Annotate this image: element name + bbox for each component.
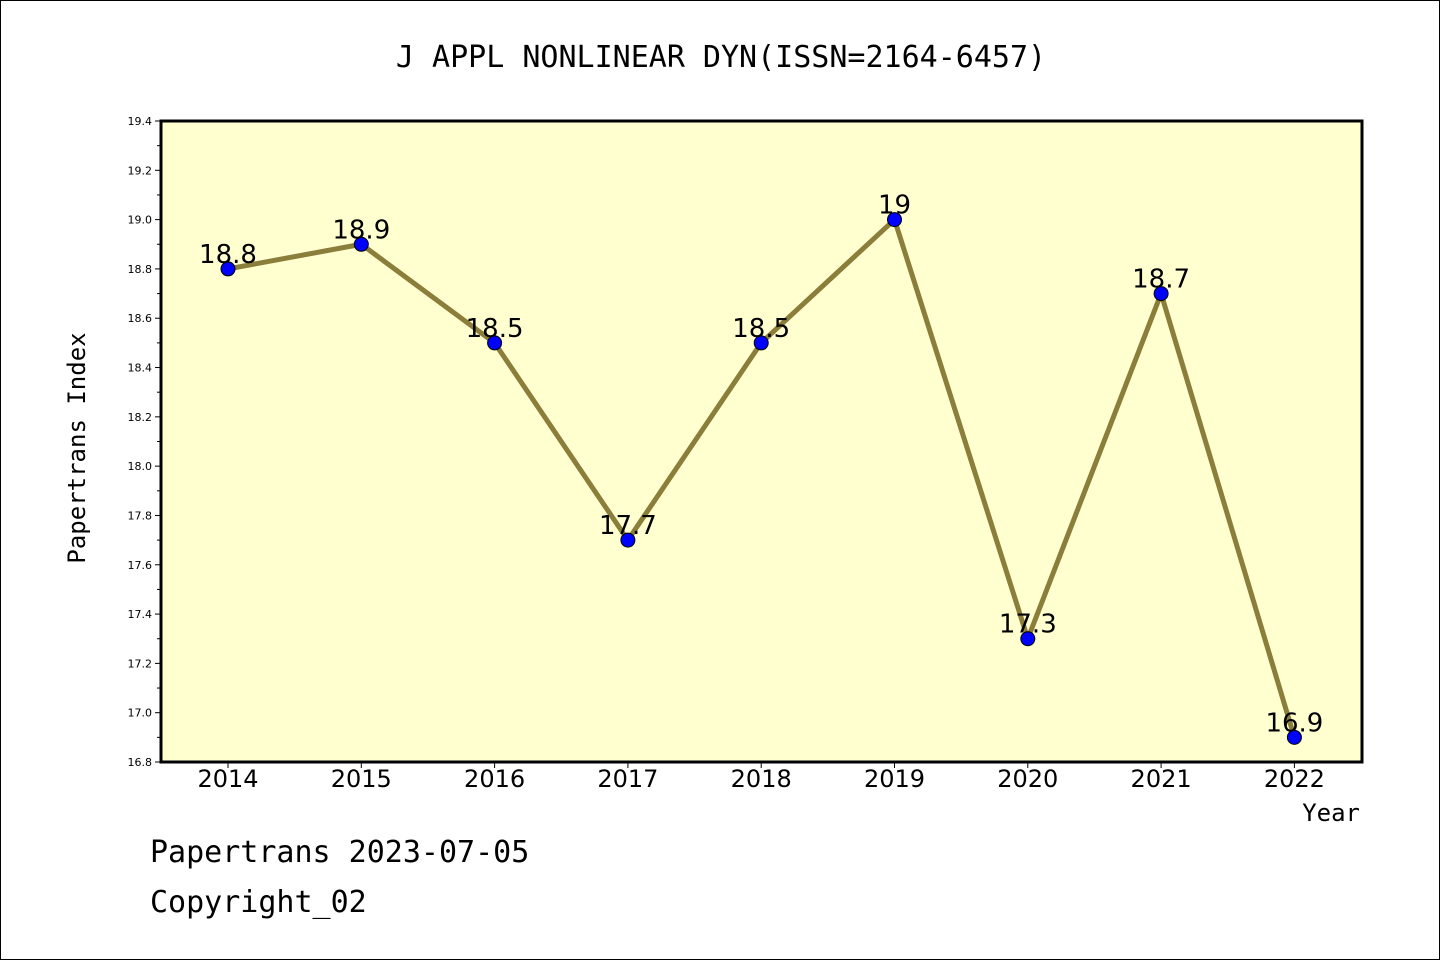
data-label: 18.8 <box>199 240 257 270</box>
x-tick-label: 2020 <box>997 765 1058 793</box>
x-axis-label: Year <box>1302 799 1360 827</box>
y-tick-label: 18.8 <box>128 263 153 276</box>
y-tick-label: 18.2 <box>128 411 153 424</box>
y-tick-label: 18.6 <box>128 312 153 325</box>
y-tick-label: 17.6 <box>128 559 153 572</box>
x-tick-label: 2019 <box>864 765 925 793</box>
data-point-marker <box>1153 286 1169 302</box>
data-label: 17.7 <box>599 511 657 541</box>
data-point-marker <box>220 261 236 277</box>
plot-area <box>159 119 1364 764</box>
x-tick-label: 2021 <box>1131 765 1192 793</box>
data-label: 18.5 <box>466 314 524 344</box>
y-axis-label: Papertrans Index <box>63 332 91 563</box>
x-tick-label: 2014 <box>197 765 258 793</box>
footer-copyright: Copyright_02 <box>150 885 367 920</box>
data-label: 18.9 <box>332 215 390 245</box>
y-tick-label: 17.2 <box>128 657 153 670</box>
data-label: 17.3 <box>999 610 1057 640</box>
data-point-marker <box>487 335 503 351</box>
x-tick-label: 2015 <box>331 765 392 793</box>
data-label: 16.9 <box>1265 708 1323 738</box>
data-label: 18.7 <box>1132 265 1190 295</box>
chart-title: J APPL NONLINEAR DYN(ISSN=2164-6457) <box>396 40 1046 75</box>
x-axis: 2014 2015 2016 2017 2018 2019 2020 2021 2022 <box>197 762 1325 793</box>
data-point-marker <box>887 212 902 228</box>
data-label: 18.5 <box>732 314 790 344</box>
data-point-marker <box>353 236 369 252</box>
data-label: 19 <box>878 191 911 221</box>
x-tick-label: 2017 <box>597 765 658 793</box>
data-markers <box>220 212 1302 745</box>
data-point-marker <box>753 335 769 351</box>
data-point-marker <box>1286 729 1302 745</box>
y-tick-label: 18.4 <box>128 362 153 375</box>
y-tick-label: 19.2 <box>128 164 153 177</box>
data-labels: 18.8 18.9 18.5 17.7 18.5 19 17.3 18.7 16.9 <box>199 191 1323 739</box>
x-tick-label: 2016 <box>464 765 525 793</box>
footer-date: Papertrans 2023-07-05 <box>150 835 530 870</box>
data-point-marker <box>620 532 636 548</box>
data-point-marker <box>1020 631 1036 647</box>
y-tick-label: 18.0 <box>128 460 153 473</box>
x-tick-label: 2022 <box>1264 765 1325 793</box>
y-axis: 16.8 17.0 17.2 17.4 17.6 17.8 18.0 18.2 18.4 18.6… <box>128 115 161 769</box>
x-tick-label: 2018 <box>731 765 792 793</box>
y-tick-label: 17.0 <box>128 707 153 720</box>
y-tick-label: 19.4 <box>128 115 153 128</box>
y-tick-label: 19.0 <box>128 214 153 227</box>
y-tick-label: 16.8 <box>128 756 153 769</box>
y-tick-label: 17.8 <box>128 509 153 522</box>
y-tick-label: 17.4 <box>128 608 153 621</box>
